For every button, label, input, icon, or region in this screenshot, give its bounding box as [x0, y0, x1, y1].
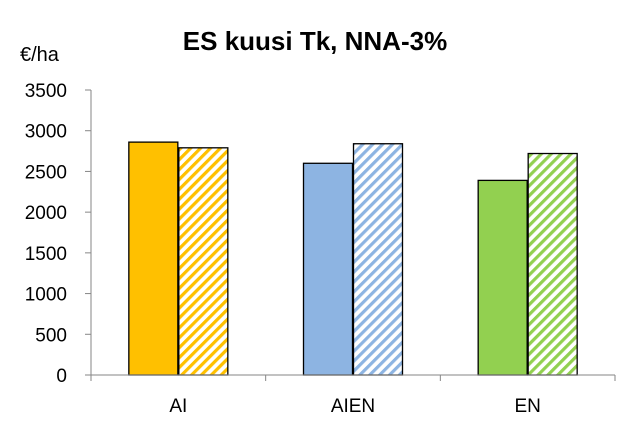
bar-aien-hatched: [352, 143, 404, 376]
axes: [90, 90, 616, 381]
bars: [128, 141, 578, 376]
y-tick-label: 500: [35, 325, 67, 346]
y-tick-label: 2500: [25, 162, 67, 183]
y-axis-unit: €/ha: [20, 44, 60, 66]
y-tick-label: 1500: [25, 244, 67, 265]
y-axis-ticks: 0 500 1000 1500 2000 2500 3000 3500: [25, 81, 91, 387]
bar-en-hatched: [527, 152, 578, 376]
x-category-label: AIEN: [331, 396, 375, 417]
bar-ai-solid: [128, 141, 179, 376]
bar-ai-hatched: [178, 147, 229, 376]
bar-en-solid: [477, 179, 528, 376]
x-category-label: AI: [169, 396, 187, 417]
x-axis-labels: AI AIEN EN: [169, 396, 541, 417]
bar-aien-solid: [302, 162, 354, 376]
y-tick-label: 3000: [25, 122, 67, 143]
y-tick-label: 2000: [25, 203, 67, 224]
y-tick-label: 1000: [25, 285, 67, 306]
x-category-label: EN: [514, 396, 540, 417]
chart-title: ES kuusi Tk, NNA-3%: [183, 26, 447, 56]
y-tick-label: 0: [56, 366, 67, 387]
y-tick-label: 3500: [25, 81, 67, 102]
